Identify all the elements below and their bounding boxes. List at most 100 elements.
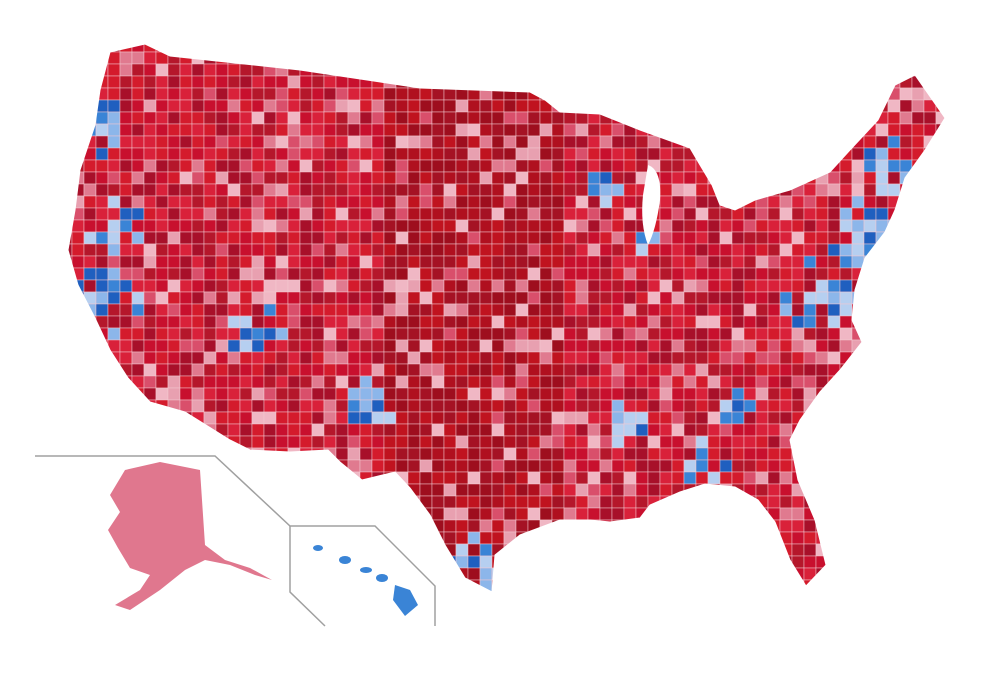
county: [839, 507, 853, 521]
county: [923, 171, 937, 185]
county: [263, 363, 277, 377]
county: [948, 220, 960, 232]
county: [815, 579, 829, 592]
county: [887, 411, 901, 425]
county: [215, 531, 229, 545]
county: [779, 51, 793, 65]
county: [335, 483, 349, 497]
county: [419, 351, 433, 365]
county: [431, 327, 445, 341]
county: [599, 135, 613, 149]
county: [851, 435, 865, 449]
county: [251, 291, 265, 305]
county: [323, 351, 337, 365]
county: [203, 507, 217, 521]
county: [239, 123, 253, 137]
county: [203, 111, 217, 125]
county: [191, 51, 205, 65]
county: [948, 184, 960, 196]
county: [875, 135, 889, 149]
county: [899, 327, 913, 341]
county: [827, 291, 841, 305]
county: [407, 387, 421, 401]
county: [659, 579, 673, 592]
county: [71, 495, 85, 509]
county: [179, 411, 193, 425]
county: [659, 147, 673, 161]
county: [611, 267, 625, 281]
county: [611, 231, 625, 245]
county: [803, 219, 817, 233]
county: [299, 195, 313, 209]
county: [299, 507, 313, 521]
county: [335, 471, 349, 485]
county: [395, 111, 409, 125]
county: [323, 339, 337, 353]
county: [623, 63, 637, 77]
county: [839, 471, 853, 485]
county: [539, 231, 553, 245]
county: [899, 291, 913, 305]
county: [779, 399, 793, 413]
county: [431, 44, 445, 53]
county: [383, 579, 397, 592]
county: [731, 231, 745, 245]
county: [347, 231, 361, 245]
county: [515, 327, 529, 341]
county: [203, 591, 217, 592]
county: [491, 219, 505, 233]
county: [491, 63, 505, 77]
county: [803, 459, 817, 473]
county: [527, 423, 541, 437]
county: [719, 183, 733, 197]
county: [155, 315, 169, 329]
county: [899, 423, 913, 437]
county: [743, 159, 757, 173]
county: [863, 351, 877, 365]
county: [551, 435, 565, 449]
county: [383, 135, 397, 149]
county: [683, 423, 697, 437]
county: [227, 243, 241, 257]
county: [815, 363, 829, 377]
county: [479, 255, 493, 269]
county: [695, 243, 709, 257]
county: [851, 423, 865, 437]
county: [863, 435, 877, 449]
county: [359, 267, 373, 281]
county: [683, 411, 697, 425]
county: [335, 423, 349, 437]
county: [467, 183, 481, 197]
county: [539, 447, 553, 461]
county: [635, 579, 649, 592]
county: [491, 411, 505, 425]
county: [455, 267, 469, 281]
county: [935, 351, 945, 365]
county: [755, 243, 769, 257]
county: [167, 171, 181, 185]
county: [131, 315, 145, 329]
county: [731, 99, 745, 113]
county: [815, 555, 829, 569]
county: [107, 375, 121, 389]
county: [527, 231, 541, 245]
county: [875, 195, 889, 209]
county: [347, 291, 361, 305]
county: [875, 351, 889, 365]
county: [575, 375, 589, 389]
county: [671, 315, 685, 329]
county: [611, 483, 625, 497]
county: [719, 315, 733, 329]
county: [923, 279, 937, 293]
county: [455, 543, 469, 557]
county: [299, 279, 313, 293]
county: [191, 375, 205, 389]
county: [215, 63, 229, 77]
county: [383, 63, 397, 77]
county: [203, 44, 217, 53]
county: [383, 303, 397, 317]
county: [275, 231, 289, 245]
county: [707, 459, 721, 473]
county: [659, 291, 673, 305]
